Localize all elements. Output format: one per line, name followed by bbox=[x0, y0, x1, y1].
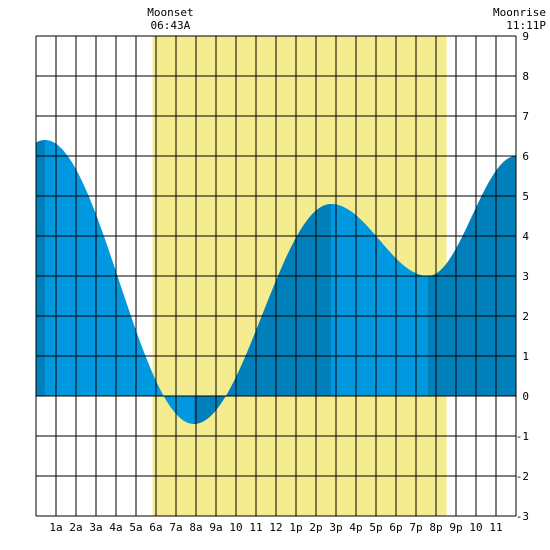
y-tick-label: 9 bbox=[522, 30, 529, 43]
y-tick-label: 5 bbox=[522, 190, 529, 203]
moonrise-time: 11:11P bbox=[506, 19, 546, 32]
y-tick-label: 2 bbox=[522, 310, 529, 323]
x-tick-label: 7a bbox=[169, 521, 182, 534]
y-tick-label: 1 bbox=[522, 350, 529, 363]
y-tick-label: 3 bbox=[522, 270, 529, 283]
moonset-time: 06:43A bbox=[151, 19, 191, 32]
x-tick-label: 6a bbox=[149, 521, 162, 534]
x-tick-label: 2p bbox=[309, 521, 322, 534]
moonrise-label: Moonrise bbox=[493, 6, 546, 19]
x-tick-label: 1a bbox=[49, 521, 62, 534]
x-tick-label: 2a bbox=[69, 521, 82, 534]
tide-area-segment bbox=[36, 140, 45, 396]
y-tick-label: -2 bbox=[516, 470, 529, 483]
y-tick-label: 4 bbox=[522, 230, 529, 243]
y-tick-label: 0 bbox=[522, 390, 529, 403]
tide-area-segment bbox=[194, 204, 331, 424]
y-tick-label: -1 bbox=[516, 430, 529, 443]
x-tick-label: 9a bbox=[209, 521, 222, 534]
moonset-label: Moonset bbox=[147, 6, 193, 19]
x-tick-label: 10 bbox=[229, 521, 242, 534]
x-tick-label: 8a bbox=[189, 521, 202, 534]
tide-area-segment bbox=[45, 140, 194, 424]
x-tick-label: 1p bbox=[289, 521, 302, 534]
x-tick-label: 9p bbox=[449, 521, 462, 534]
x-tick-label: 8p bbox=[429, 521, 442, 534]
x-tick-label: 3a bbox=[89, 521, 102, 534]
x-tick-label: 11 bbox=[249, 521, 262, 534]
x-tick-label: 4p bbox=[349, 521, 362, 534]
y-tick-label: 7 bbox=[522, 110, 529, 123]
x-tick-label: 10 bbox=[469, 521, 482, 534]
x-tick-label: 11 bbox=[489, 521, 502, 534]
x-tick-label: 5p bbox=[369, 521, 382, 534]
x-tick-label: 7p bbox=[409, 521, 422, 534]
x-tick-label: 4a bbox=[109, 521, 122, 534]
x-tick-label: 6p bbox=[389, 521, 402, 534]
y-tick-label: -3 bbox=[516, 510, 529, 523]
x-tick-label: 3p bbox=[329, 521, 342, 534]
y-tick-label: 6 bbox=[522, 150, 529, 163]
y-tick-label: 8 bbox=[522, 70, 529, 83]
x-tick-label: 12 bbox=[269, 521, 282, 534]
tide-area-segment bbox=[331, 204, 428, 396]
x-tick-label: 5a bbox=[129, 521, 142, 534]
